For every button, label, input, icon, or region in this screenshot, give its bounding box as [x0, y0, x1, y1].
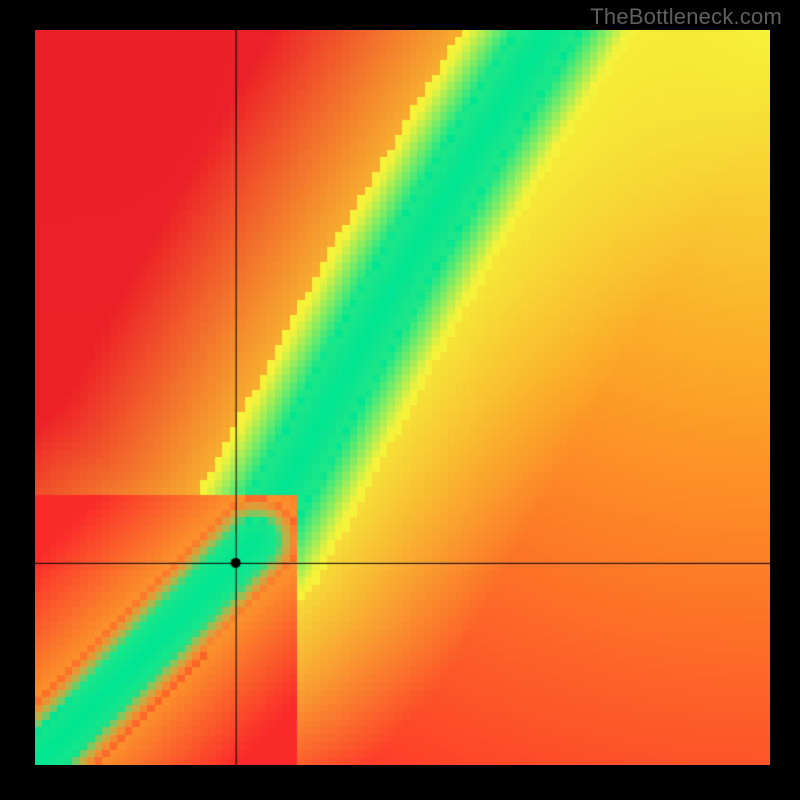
heatmap-canvas: [35, 30, 770, 765]
watermark-text: TheBottleneck.com: [590, 4, 782, 30]
bottleneck-heatmap: [35, 30, 770, 765]
